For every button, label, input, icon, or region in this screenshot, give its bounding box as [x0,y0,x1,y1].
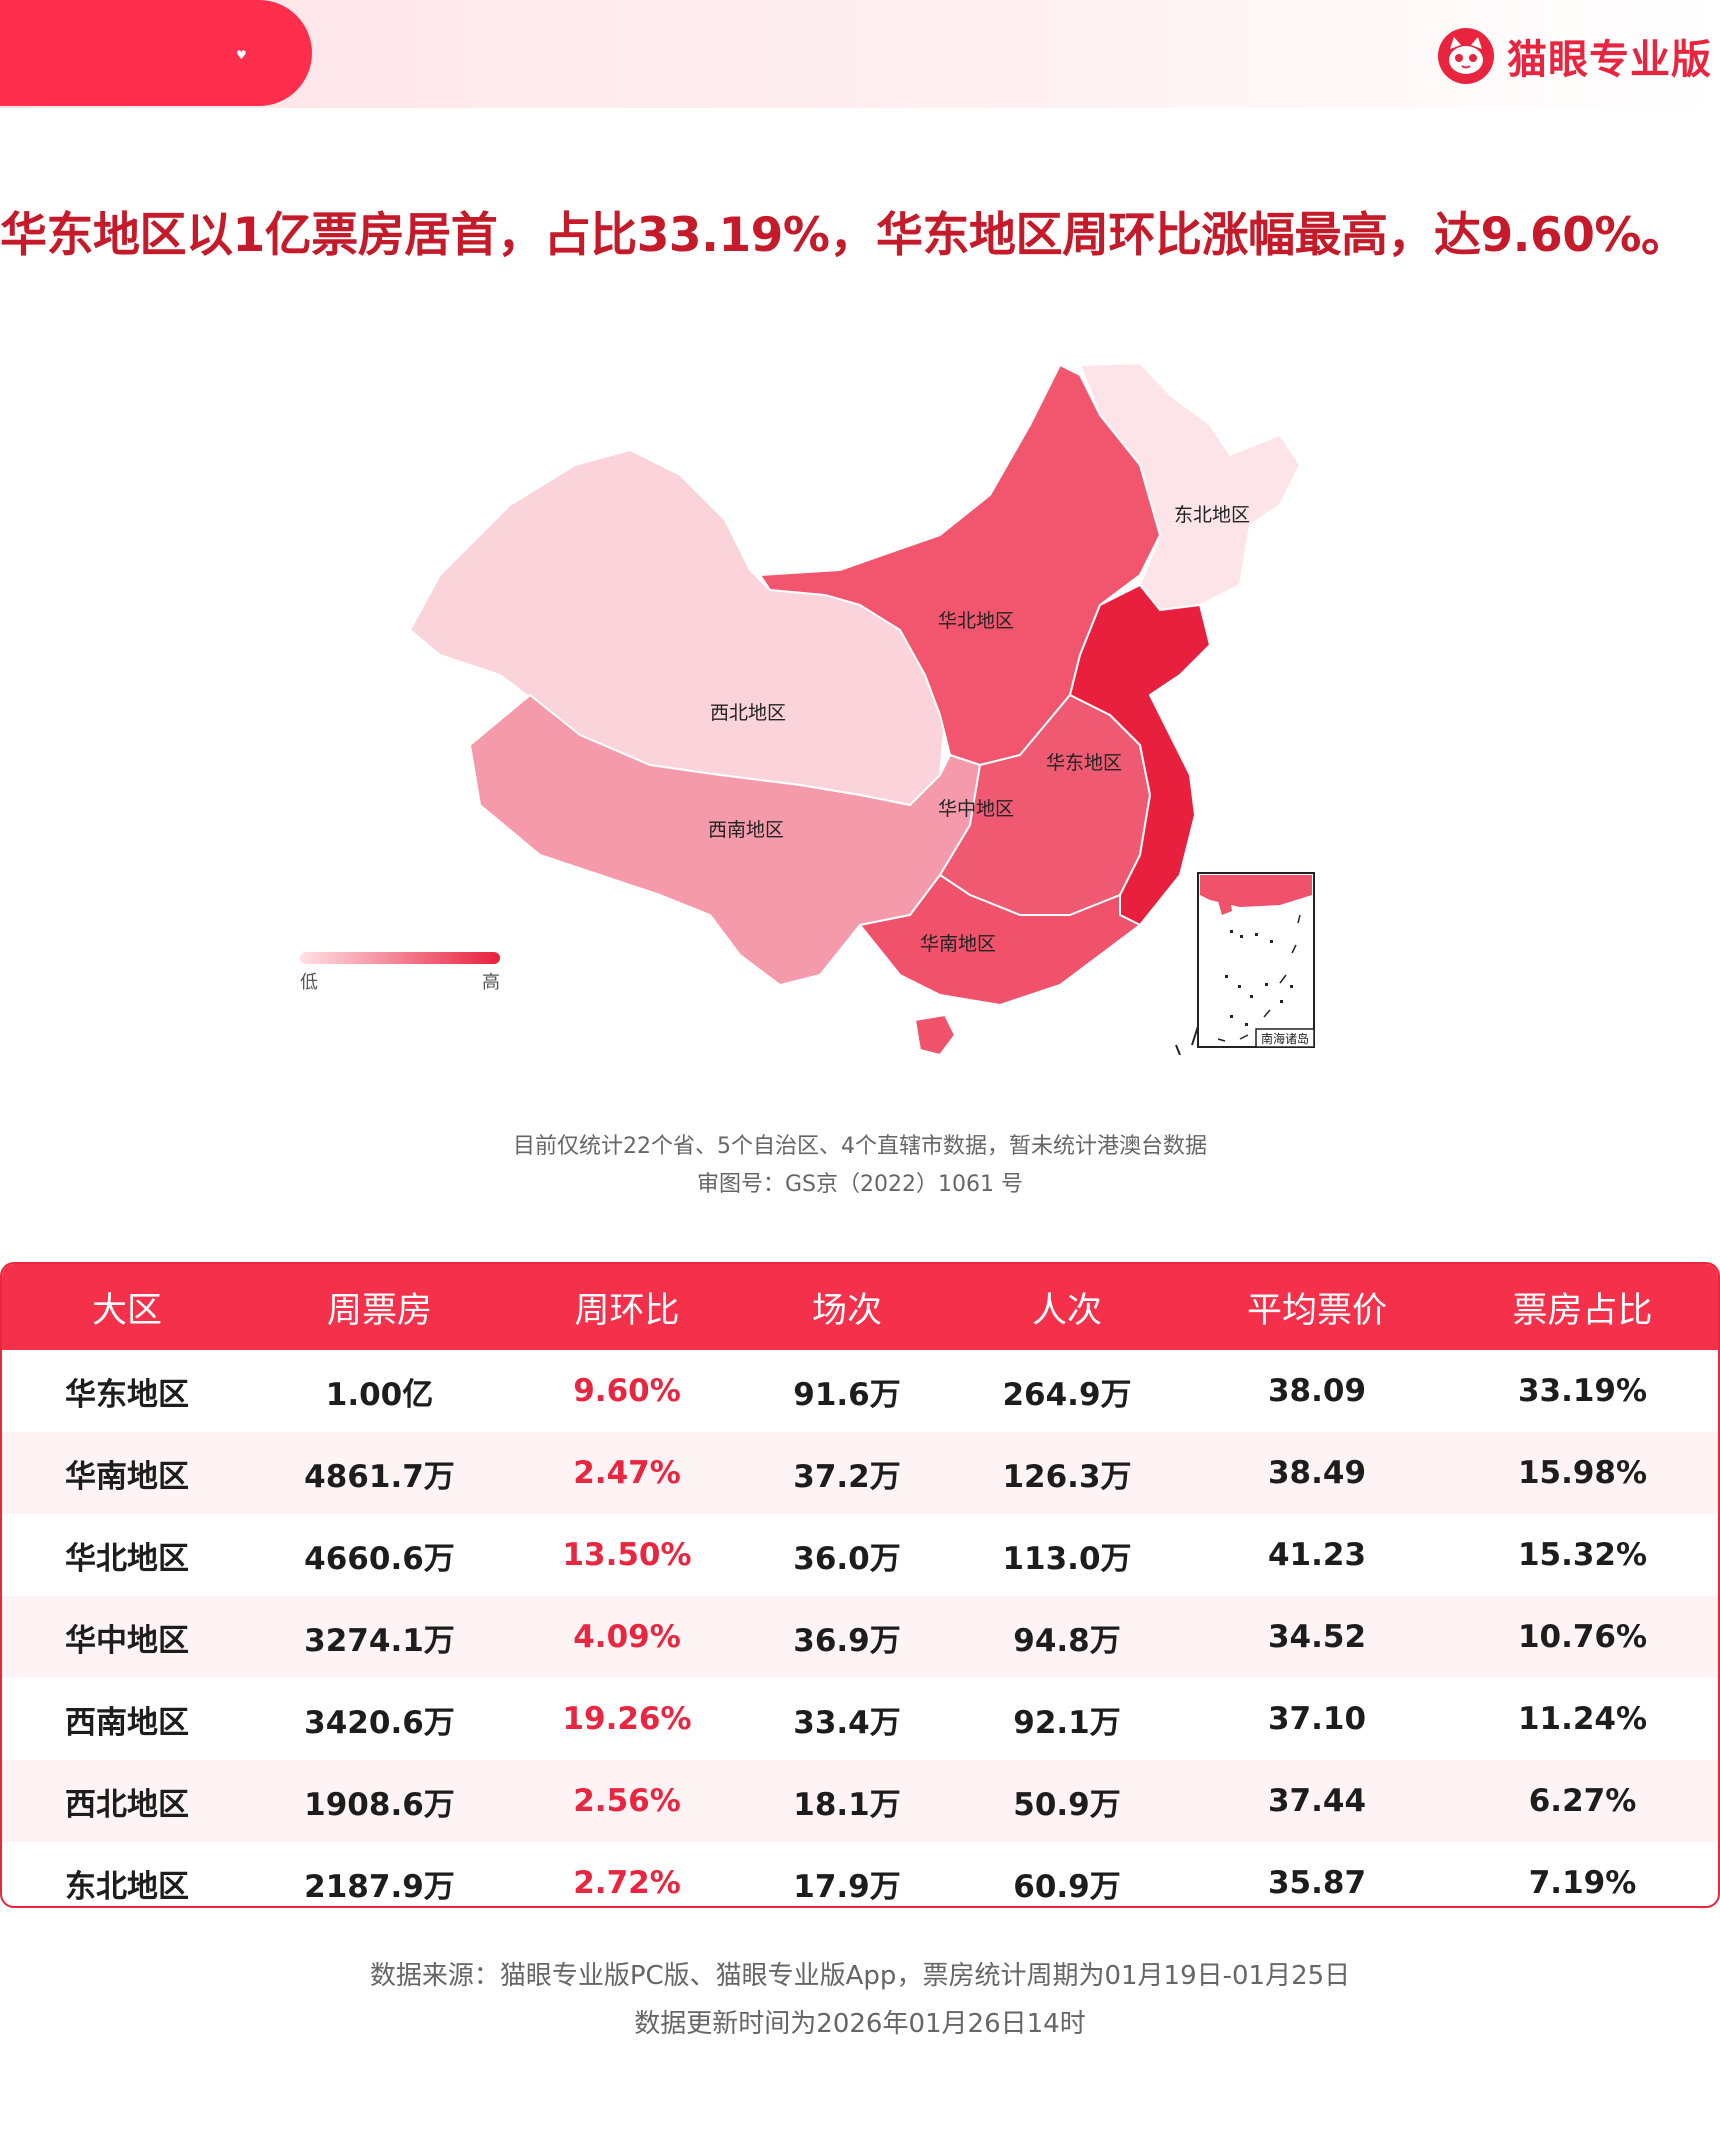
map-note-line1: 目前仅统计22个省、5个自治区、4个直辖市数据，暂未统计港澳台数据 [513,1134,1207,1159]
cell-region: 西北地区 [2,1760,252,1842]
cell-box-office-share: 15.98% [1447,1432,1718,1514]
cell-avg-ticket-price: 38.49 [1187,1432,1447,1514]
inset-label: 南海诸岛 [1261,1031,1309,1046]
cell-weekly-box-office: 2187.9万 [304,1868,455,1905]
footer: 数据来源：猫眼专业版PC版、猫眼专业版App，票房统计周期为01月19日-01月… [0,1952,1720,2048]
header-region: 大区 [2,1264,252,1350]
cell-region: 东北地区 [65,1868,189,1905]
header-avg-ticket-price: 平均票价 [1187,1264,1447,1350]
cell-screenings: 91.6万 [793,1376,901,1413]
top-banner: ♥ 猫眼专业版 [0,0,1720,108]
cell-screenings: 33.4万 [793,1704,901,1741]
region-label-northwest: 西北地区 [710,702,786,724]
cell-admissions: 60.9万 [1013,1868,1121,1905]
legend-high-label: 高 [482,972,500,993]
legend-gradient-bar [300,952,500,964]
cell-box-office-share: 10.76% [1447,1596,1718,1678]
south-china-sea-inset: 南海诸岛 [1197,872,1315,1048]
cell-box-office-share: 6.27% [1447,1760,1718,1842]
region-northeast[interactable] [1079,362,1301,611]
region-label-northeast: 东北地区 [1174,504,1250,526]
cell-box-office-share: 11.24% [1517,1701,1648,1737]
title-pill: ♥ [0,0,312,106]
cell-screenings: 18.1万 [747,1760,947,1842]
table-row: 华北地区 4660.6万 13.50% 36.0万 113.0万 41.23 15.32% [2,1514,1718,1596]
cell-admissions: 264.9万 [1002,1376,1132,1413]
cell-weekly-box-office: 3274.1万 [252,1596,507,1678]
brand: 猫眼专业版 [1437,26,1712,86]
cell-admissions: 126.3万 [947,1432,1187,1514]
cell-avg-ticket-price: 35.87 [1267,1865,1367,1901]
china-region-map: 东北地区 华北地区 西北地区 华东地区 华中地区 西南地区 华南地区 [380,355,1330,1055]
header-screenings: 场次 [747,1264,947,1350]
region-south[interactable] [859,874,1141,1006]
cell-box-office-share: 33.19% [1517,1373,1648,1409]
cell-admissions: 113.0万 [1002,1540,1132,1577]
table-row: 华中地区 3274.1万 4.09% 36.9万 94.8万 34.52 10.76% [2,1596,1718,1678]
table-row: 西北地区 1908.6万 2.56% 18.1万 50.9万 37.44 6.27% [2,1760,1718,1842]
cell-week-over-week: 2.72% [573,1865,681,1901]
footer-source: 数据来源：猫眼专业版PC版、猫眼专业版App，票房统计周期为01月19日-01月… [369,1961,1351,1991]
cell-box-office-share: 7.19% [1528,1865,1637,1901]
cell-screenings: 36.0万 [793,1540,901,1577]
cell-admissions: 94.8万 [947,1596,1187,1678]
cell-weekly-box-office: 3420.6万 [304,1704,455,1741]
table-row: 东北地区 2187.9万 2.72% 17.9万 60.9万 35.87 7.19% [2,1842,1718,1906]
table-row: 西南地区 3420.6万 19.26% 33.4万 92.1万 37.10 11.24% [2,1678,1718,1760]
cell-region: 华东地区 [65,1376,189,1413]
cell-avg-ticket-price: 34.52 [1187,1596,1447,1678]
cell-week-over-week: 13.50% [562,1537,692,1573]
table-row: 华东地区 1.00亿 9.60% 91.6万 264.9万 38.09 33.19% [2,1350,1718,1432]
table-row: 华南地区 4861.7万 2.47% 37.2万 126.3万 38.49 15.98% [2,1432,1718,1514]
cell-region: 西南地区 [65,1704,189,1741]
region-label-south: 华南地区 [920,933,996,955]
cell-screenings: 36.9万 [747,1596,947,1678]
map-legend: 低 高 [300,952,500,993]
cell-week-over-week: 19.26% [562,1701,692,1737]
cell-week-over-week: 4.09% [507,1596,747,1678]
map-svg: 东北地区 华北地区 西北地区 华东地区 华中地区 西南地区 华南地区 [409,362,1315,1055]
region-label-north: 华北地区 [938,610,1014,632]
region-label-central: 华中地区 [938,798,1014,820]
cell-week-over-week: 2.56% [507,1760,747,1842]
cell-avg-ticket-price: 37.10 [1267,1701,1367,1737]
cell-admissions: 50.9万 [947,1760,1187,1842]
header-week-over-week: 周环比 [507,1264,747,1350]
headline: 华东地区以1亿票房居首，占比33.19%，华东地区周环比涨幅最高，达9.60%。 [0,208,1688,263]
legend-low-label: 低 [300,972,318,993]
cell-weekly-box-office: 4660.6万 [304,1540,455,1577]
header-weekly-box-office: 周票房 [252,1264,507,1350]
header-admissions: 人次 [947,1264,1187,1350]
cell-region: 华南地区 [2,1432,252,1514]
cell-week-over-week: 9.60% [573,1373,681,1409]
header-box-office-share: 票房占比 [1447,1264,1718,1350]
map-note-line2: 审图号：GS京（2022）1061 号 [697,1172,1023,1197]
heart-icon: ♥ [236,48,247,62]
cell-screenings: 17.9万 [793,1868,901,1905]
region-label-east: 华东地区 [1046,752,1122,774]
cell-avg-ticket-price: 37.44 [1187,1760,1447,1842]
brand-name: 猫眼专业版 [1507,37,1712,83]
cell-week-over-week: 2.47% [507,1432,747,1514]
cell-weekly-box-office: 1.00亿 [325,1376,434,1413]
region-east[interactable] [1069,584,1211,926]
region-label-southwest: 西南地区 [708,819,784,841]
cell-avg-ticket-price: 38.09 [1267,1373,1367,1409]
region-south-hainan[interactable] [914,1014,956,1055]
cell-avg-ticket-price: 41.23 [1267,1537,1367,1573]
cell-weekly-box-office: 1908.6万 [252,1760,507,1842]
cat-face-icon [1438,28,1494,84]
cell-weekly-box-office: 4861.7万 [252,1432,507,1514]
region-table: 大区 周票房 周环比 场次 人次 平均票价 票房占比 华东地区 1.00亿 9.60… [0,1262,1720,1908]
map-note: 目前仅统计22个省、5个自治区、4个直辖市数据，暂未统计港澳台数据 审图号：GS… [0,1128,1720,1204]
cell-region: 华北地区 [65,1540,189,1577]
cell-admissions: 92.1万 [1013,1704,1121,1741]
cell-region: 华中地区 [2,1596,252,1678]
table-header-row: 大区 周票房 周环比 场次 人次 平均票价 票房占比 [2,1264,1718,1350]
footer-updated: 数据更新时间为2026年01月26日14时 [634,2009,1086,2039]
cell-screenings: 37.2万 [747,1432,947,1514]
cell-box-office-share: 15.32% [1517,1537,1648,1573]
